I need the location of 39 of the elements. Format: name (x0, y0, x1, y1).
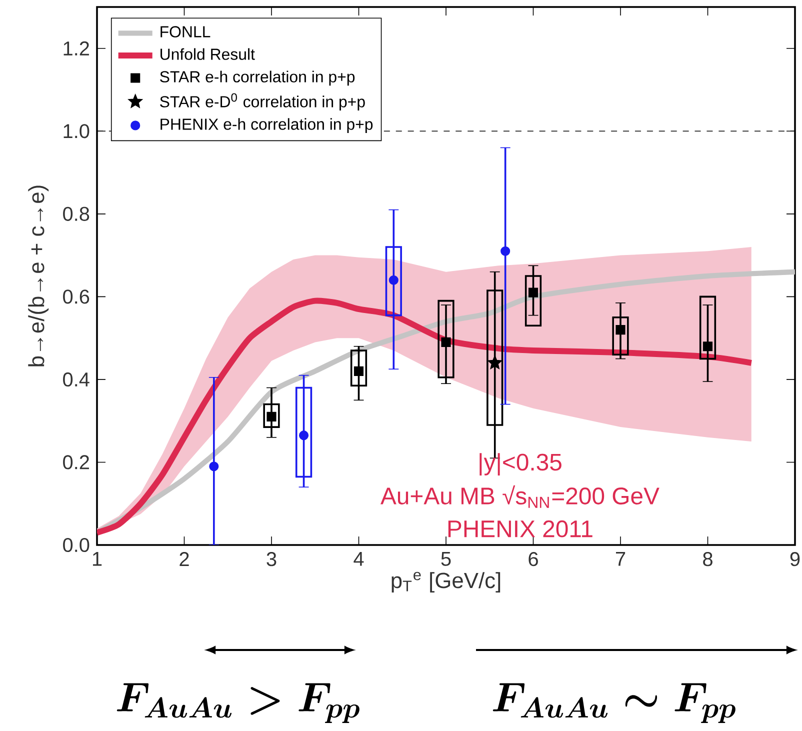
annotation: |y|<0.35 (480, 453, 562, 476)
x-tick-label: 7 (616, 552, 626, 566)
annotation: Au+Au MB √s$_{NN}$=200 GeV (380, 485, 660, 508)
legend-label: PHENIX e-h correlation in p+p (160, 118, 373, 134)
x-tick-label: 1 (92, 552, 102, 566)
x-axis-title: p$_{T}$$^{e}$ [GeV/c] (392, 572, 500, 593)
y-tick-label: 1.0 (64, 124, 90, 138)
point (441, 337, 451, 347)
x-tick-label: 2 (180, 552, 189, 566)
point (702, 342, 713, 352)
point (488, 355, 502, 370)
point (500, 246, 510, 256)
y-tick-label: 0.2 (63, 455, 89, 470)
y-tick-label: 0.4 (63, 372, 90, 387)
x-tick-label: 8 (703, 552, 712, 566)
y-tick-label: 0.6 (63, 290, 90, 304)
x-tick-label: 9 (790, 552, 800, 566)
x-tick-label: 6 (528, 552, 538, 566)
point (209, 462, 219, 472)
y-tick-label: 0.0 (63, 538, 90, 552)
point (266, 412, 276, 422)
point (616, 325, 626, 335)
legend-label: Unfold Result (160, 48, 255, 60)
legend-label: STAR e-D$^{0}$ correlation in p+p (160, 93, 365, 111)
point (388, 275, 398, 285)
legend-label: FONLL (160, 26, 210, 38)
point (528, 288, 538, 298)
text: $F_{AuAu}\sim F_{pp}$ (492, 683, 736, 724)
point (299, 430, 309, 440)
point (354, 366, 364, 376)
y-tick-label: 1.2 (64, 41, 89, 56)
y-tick-label: 0.8 (63, 206, 90, 221)
legend-label: STAR e-h correlation in p+p (160, 70, 355, 86)
y-axis-title: b→e/(b→e + c→e) (28, 186, 49, 366)
text: $F_{AuAu} > F_{pp}$ (116, 683, 360, 724)
x-tick-label: 4 (354, 552, 364, 566)
x-tick-label: 3 (266, 552, 276, 566)
annotation: PHENIX 2011 (448, 520, 592, 538)
x-tick-label: 5 (441, 552, 451, 566)
